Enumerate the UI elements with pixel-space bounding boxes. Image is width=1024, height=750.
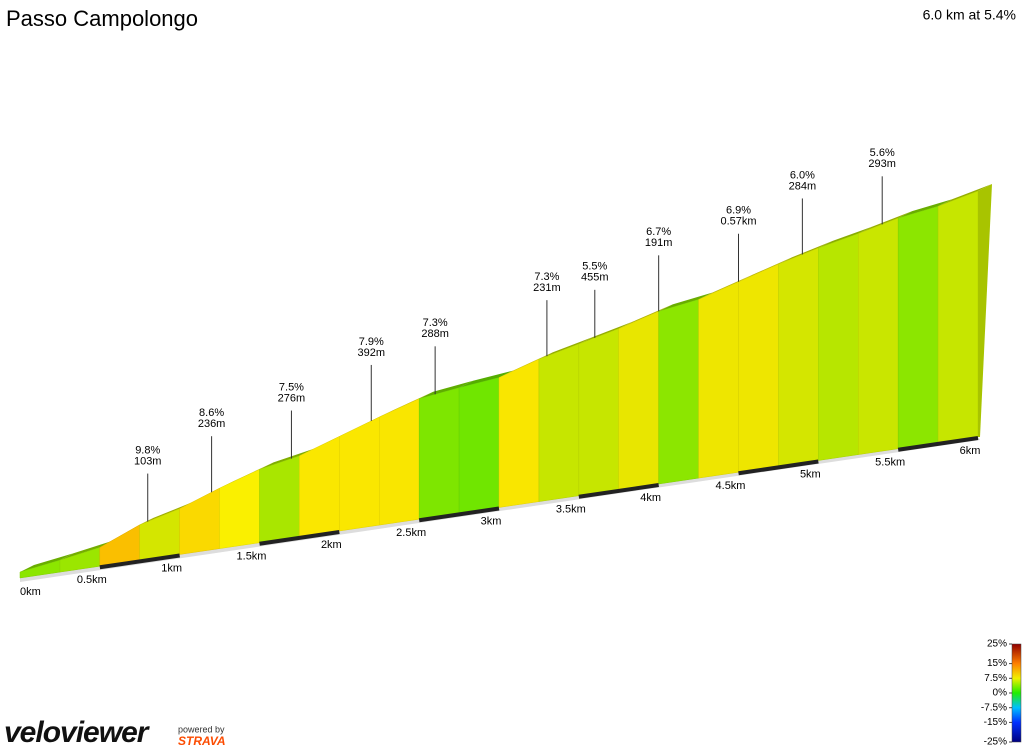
annotation-length: 392m xyxy=(358,347,386,359)
segment-top xyxy=(938,184,992,207)
legend-tick-label: 7.5% xyxy=(984,673,1007,684)
annotation-gradient: 9.8% xyxy=(135,444,160,456)
segment xyxy=(937,190,979,444)
segment-top xyxy=(419,380,474,399)
logo: veloviewer xyxy=(4,716,151,749)
annotation-gradient: 6.7% xyxy=(646,226,671,238)
x-tick-label: 2km xyxy=(321,539,342,551)
segment xyxy=(179,487,220,555)
tick-band xyxy=(418,506,500,523)
segment xyxy=(658,299,699,485)
annotation-gradient: 8.6% xyxy=(199,407,224,419)
segment-top xyxy=(459,370,513,388)
annotation-gradient: 7.5% xyxy=(279,381,304,393)
x-tick-label: 3.5km xyxy=(556,504,586,516)
segment-top xyxy=(59,540,114,561)
chart-subtitle: 6.0 km at 5.4% xyxy=(923,7,1016,23)
segment xyxy=(538,343,580,502)
segment xyxy=(498,358,540,508)
segment-top xyxy=(538,336,593,360)
segment-top xyxy=(578,321,633,344)
annotation-length: 293m xyxy=(868,158,896,170)
segment xyxy=(698,281,739,479)
x-tick-label: 0.5km xyxy=(77,574,107,586)
annotation-gradient: 7.9% xyxy=(359,336,384,348)
annotation-length: 0.57km xyxy=(720,216,756,228)
annotation-gradient: 7.3% xyxy=(423,317,448,329)
x-tick-label: 4.5km xyxy=(716,480,746,492)
segment xyxy=(339,416,380,532)
segment xyxy=(99,524,140,567)
chart-title: Passo Campolongo xyxy=(6,6,198,31)
annotation-length: 103m xyxy=(134,455,162,467)
powered-by: powered by xyxy=(178,724,225,734)
color-bar xyxy=(1011,643,1022,743)
annotation-length: 191m xyxy=(645,237,673,249)
annotation-length: 288m xyxy=(421,328,449,340)
annotation-length: 236m xyxy=(198,418,226,430)
segment-top xyxy=(259,448,314,470)
segment-top xyxy=(898,199,953,219)
segment xyxy=(578,328,619,497)
profile: 0km 0.5km 1km 1.5km 2km 2.5km 3km 3.5km 4km 4.5km… xyxy=(19,147,992,598)
segment xyxy=(818,233,859,461)
x-tick-label: 4km xyxy=(640,492,661,504)
x-tick-label: 3km xyxy=(481,515,502,527)
x-tick-label: 6km xyxy=(960,445,981,457)
tick-band xyxy=(897,436,979,452)
segment xyxy=(618,310,659,491)
segment-top xyxy=(139,501,194,525)
tick-band xyxy=(259,530,340,546)
segment xyxy=(259,455,300,544)
x-tick-label: 2.5km xyxy=(396,527,426,539)
segment xyxy=(897,205,939,450)
segment xyxy=(418,387,460,520)
segment-top xyxy=(658,292,713,312)
segment-top xyxy=(778,241,833,265)
legend-tick-label: 25% xyxy=(987,639,1007,650)
segment xyxy=(458,377,500,514)
x-tick-label: 5.5km xyxy=(875,457,905,469)
strava: STRAVA xyxy=(178,734,226,748)
segment xyxy=(858,217,899,455)
x-tick-label: 1km xyxy=(161,562,182,574)
annotation-length: 284m xyxy=(789,180,817,192)
tick-band xyxy=(578,483,659,499)
segment xyxy=(219,469,260,549)
annotation-gradient: 6.0% xyxy=(790,169,815,181)
segment xyxy=(299,436,340,538)
segment-top xyxy=(858,211,913,234)
legend-tick-label: -7.5% xyxy=(981,702,1007,713)
segment-top xyxy=(818,226,873,249)
legend-tick-label: -15% xyxy=(984,717,1007,728)
legend: 25% 15% 7.5% 0% -7.5% -15% -25% xyxy=(981,639,1022,748)
legend-tick-label: 0% xyxy=(993,688,1008,699)
segment-top xyxy=(20,553,74,572)
segment xyxy=(738,263,779,473)
x-tick-label: 0km xyxy=(20,586,41,598)
end-cap xyxy=(978,184,992,437)
annotation-gradient: 5.6% xyxy=(870,147,895,159)
annotation-length: 276m xyxy=(278,392,306,404)
annotation-length: 231m xyxy=(533,282,561,294)
annotation-gradient: 5.5% xyxy=(582,261,607,273)
annotation-gradient: 7.3% xyxy=(534,271,559,283)
segment xyxy=(778,247,819,467)
segment xyxy=(379,398,420,526)
legend-tick-label: -25% xyxy=(984,737,1007,748)
tick-band xyxy=(738,459,819,476)
annotation-length: 455m xyxy=(581,272,609,284)
annotation-gradient: 6.9% xyxy=(726,205,751,217)
tick-band xyxy=(99,553,180,570)
x-tick-label: 5km xyxy=(800,468,821,480)
x-tick-label: 1.5km xyxy=(237,551,267,563)
legend-tick-label: 15% xyxy=(987,658,1007,669)
